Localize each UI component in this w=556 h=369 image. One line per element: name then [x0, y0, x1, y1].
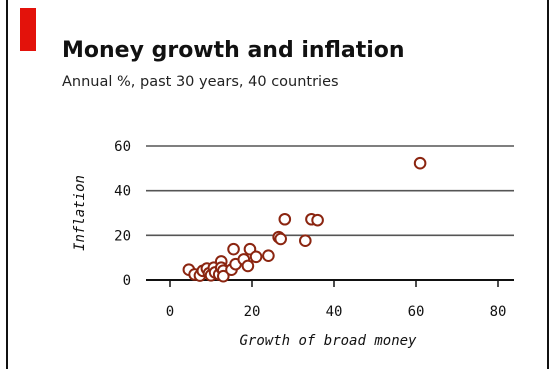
frame-left-border [6, 0, 8, 369]
data-point [299, 234, 312, 247]
y-tick-label: 20 [114, 228, 131, 244]
data-point [311, 213, 324, 227]
accent-tag [20, 8, 36, 51]
chart-subtitle: Annual %, past 30 years, 40 countries [62, 74, 339, 90]
x-tick-label: 40 [326, 304, 343, 320]
x-tick-label: 0 [166, 304, 174, 320]
frame-right-border [547, 0, 549, 369]
gridlines [146, 145, 514, 281]
chart-title: Money growth and inflation [62, 38, 405, 63]
data-point [413, 156, 427, 170]
y-tick-label: 40 [114, 184, 131, 200]
x-tick-label: 20 [244, 304, 261, 320]
y-axis-title: Inflation [72, 175, 88, 251]
data-points [182, 156, 427, 283]
y-tick-labels: 0 20 40 60 [114, 139, 131, 289]
x-tick-label: 60 [408, 304, 425, 320]
y-tick-label: 0 [123, 273, 131, 289]
data-point [227, 242, 240, 256]
data-point [278, 212, 292, 226]
data-point [249, 250, 263, 264]
x-axis-title: Growth of broad money [239, 333, 417, 349]
y-tick-label: 60 [114, 139, 131, 155]
data-point [262, 249, 275, 262]
data-point [274, 232, 288, 246]
data-point [241, 259, 255, 273]
x-tick-label: 80 [490, 304, 507, 320]
x-tick-labels: 0 20 40 60 80 [166, 280, 507, 320]
data-point [217, 269, 230, 283]
